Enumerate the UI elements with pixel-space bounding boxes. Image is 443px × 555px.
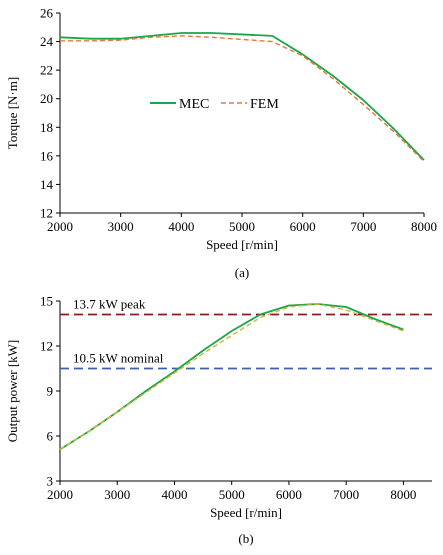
y-tick-label: 12 <box>40 339 53 354</box>
x-tick-label: 2000 <box>47 219 73 234</box>
reference-line-label: 13.7 kW peak <box>73 297 146 312</box>
y-tick-label: 3 <box>47 474 54 489</box>
y-tick-label: 22 <box>40 63 53 78</box>
x-tick-label: 3000 <box>108 219 134 234</box>
y-axis-label: Torque [N·m] <box>5 77 20 149</box>
x-tick-label: 8000 <box>390 487 416 502</box>
x-tick-label: 6000 <box>290 219 316 234</box>
y-axis-label: Output power [kW] <box>5 340 20 443</box>
y-tick-label: 26 <box>40 6 54 21</box>
torque-chart: 2000 3000 4000 5000 6000 7000 8000 12 14 16 18 20 22… <box>5 6 437 281</box>
series-line <box>59 303 404 451</box>
x-tick-label: 3000 <box>104 487 130 502</box>
x-tick-label: 6000 <box>276 487 302 502</box>
power-chart: 2000 3000 4000 5000 6000 7000 8000 3 6 9 12 15 Speed… <box>5 294 432 546</box>
x-tick-label: 5000 <box>219 487 245 502</box>
x-tick-label: 8000 <box>411 219 437 234</box>
x-tick-label: 7000 <box>350 219 376 234</box>
reference-line-label: 10.5 kW nominal <box>73 351 164 366</box>
series-line <box>59 303 404 451</box>
y-tick-label: 20 <box>40 91 53 106</box>
series-line <box>59 32 425 161</box>
y-tick-label: 15 <box>40 294 53 309</box>
x-tick-label: 7000 <box>333 487 359 502</box>
chart-caption: (b) <box>238 531 253 546</box>
y-tick-label: 9 <box>47 384 54 399</box>
y-tick-label: 16 <box>40 148 54 163</box>
chart-caption: (a) <box>235 265 249 280</box>
y-tick-label: 24 <box>40 34 54 49</box>
series-line <box>60 35 425 163</box>
x-tick-label: 4000 <box>161 487 187 502</box>
x-axis-label: Speed [r/min] <box>206 237 278 252</box>
y-tick-label: 18 <box>40 120 53 135</box>
y-tick-label: 14 <box>40 177 54 192</box>
y-tick-label: 6 <box>47 429 54 444</box>
legend-entry: MEC <box>179 97 209 112</box>
x-tick-label: 2000 <box>47 487 73 502</box>
y-tick-label: 12 <box>40 206 53 221</box>
x-tick-label: 4000 <box>168 219 194 234</box>
legend-entry: FEM <box>250 97 279 112</box>
x-tick-label: 5000 <box>229 219 255 234</box>
x-axis-label: Speed [r/min] <box>210 505 282 520</box>
